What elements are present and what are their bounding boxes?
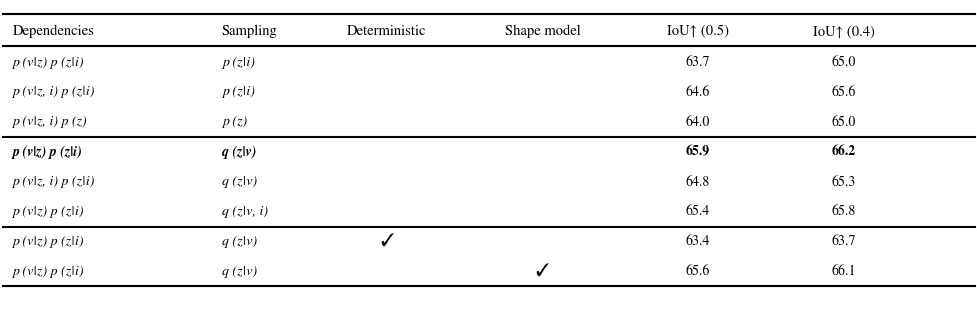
Text: p (v|z) p (z|i): p (v|z) p (z|i) <box>13 205 84 218</box>
Text: 64.0: 64.0 <box>685 115 709 129</box>
Text: 63.4: 63.4 <box>685 235 709 248</box>
Text: IoU↑ (0.5): IoU↑ (0.5) <box>666 25 728 38</box>
Text: Sampling: Sampling <box>222 25 277 38</box>
Text: q (z|v): q (z|v) <box>222 235 256 248</box>
Text: 65.6: 65.6 <box>685 265 709 278</box>
Text: 65.3: 65.3 <box>830 175 855 188</box>
Text: 65.9: 65.9 <box>685 146 709 158</box>
Text: 64.6: 64.6 <box>685 85 709 99</box>
Text: p (v|z) p (z|i): p (v|z) p (z|i) <box>13 145 82 159</box>
Text: q (z|v): q (z|v) <box>222 145 256 159</box>
Text: 65.6: 65.6 <box>830 85 855 99</box>
Text: p (z|i): p (z|i) <box>222 56 254 69</box>
Text: q (z|v): q (z|v) <box>222 265 256 278</box>
Text: 66.1: 66.1 <box>830 265 855 278</box>
Text: 65.0: 65.0 <box>830 115 855 129</box>
Text: 65.4: 65.4 <box>685 205 709 218</box>
Text: 65.0: 65.0 <box>830 56 855 69</box>
Text: p (v|z, i) p (z|i): p (v|z, i) p (z|i) <box>13 86 95 98</box>
Text: ✓: ✓ <box>535 264 549 280</box>
Text: p (v|z) p (z|i): p (v|z) p (z|i) <box>13 235 84 248</box>
Text: p (v|z) p (z|i): p (v|z) p (z|i) <box>13 56 84 69</box>
Text: 63.7: 63.7 <box>830 235 855 248</box>
Text: p (z|i): p (z|i) <box>222 86 254 98</box>
Text: q (z|v): q (z|v) <box>222 176 256 188</box>
Text: p (v|z, i) p (z): p (v|z, i) p (z) <box>13 116 87 128</box>
Text: q (z|v, i): q (z|v, i) <box>222 205 268 218</box>
Text: Deterministic: Deterministic <box>347 25 426 38</box>
Text: p (v|z, i) p (z|i): p (v|z, i) p (z|i) <box>13 176 95 188</box>
Text: 63.7: 63.7 <box>685 56 709 69</box>
Text: p (v|z) p (z|i): p (v|z) p (z|i) <box>13 265 84 278</box>
Text: p (z): p (z) <box>222 116 246 128</box>
Text: ✓: ✓ <box>380 233 394 250</box>
Text: 64.8: 64.8 <box>685 175 709 188</box>
Text: IoU↑ (0.4): IoU↑ (0.4) <box>812 25 874 38</box>
Text: Dependencies: Dependencies <box>13 25 95 38</box>
Text: 66.2: 66.2 <box>831 146 855 158</box>
Text: Shape model: Shape model <box>504 25 579 38</box>
Text: 65.8: 65.8 <box>831 205 855 218</box>
